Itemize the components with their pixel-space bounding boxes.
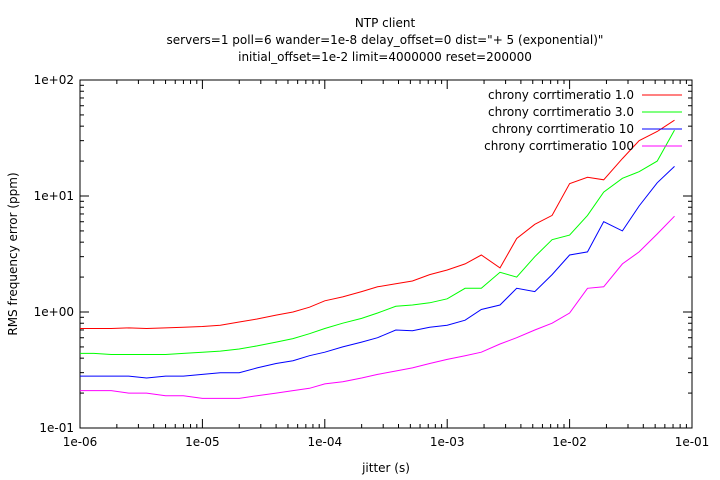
x-tick-label: 1e-04 [307,435,342,449]
x-tick-label: 1e-03 [430,435,465,449]
series-lines [80,119,675,399]
legend-label-4: chrony corrtimeratio 100 [484,139,634,153]
legend-label-1: chrony corrtimeratio 1.0 [488,88,634,102]
y-tick-label: 1e+02 [34,73,74,87]
x-axis-label: jitter (s) [361,461,410,475]
chart-title-line-2: servers=1 poll=6 wander=1e-8 delay_offse… [167,33,604,47]
series-line-1 [80,119,675,330]
y-tick-label: 1e+01 [34,189,74,203]
chart-title-line-1: NTP client [355,16,416,30]
x-tick-label: 1e-05 [185,435,220,449]
axis-tick-labels: 1e-06 1e-05 1e-04 1e-03 1e-02 1e-01 1e-01 1e+00… [34,73,710,449]
series-line-2 [80,129,675,355]
y-tick-label: 1e-01 [39,421,74,435]
legend: chrony corrtimeratio 1.0 chrony corrtimer… [484,88,682,153]
x-tick-label: 1e-02 [552,435,587,449]
series-line-3 [80,166,675,379]
plot-frame [79,79,693,429]
series-line-4 [80,215,675,399]
y-tick-label: 1e+00 [34,305,74,319]
chart-title-line-3: initial_offset=1e-2 limit=4000000 reset=… [238,50,532,64]
x-tick-label: 1e-06 [63,435,98,449]
x-tick-label: 1e-01 [675,435,710,449]
legend-label-3: chrony corrtimeratio 10 [492,122,634,136]
y-axis-label: RMS frequency error (ppm) [6,172,20,335]
axis-ticks [79,80,692,429]
chart-title-block: NTP client servers=1 poll=6 wander=1e-8 … [167,16,604,64]
legend-label-2: chrony corrtimeratio 3.0 [488,105,634,119]
